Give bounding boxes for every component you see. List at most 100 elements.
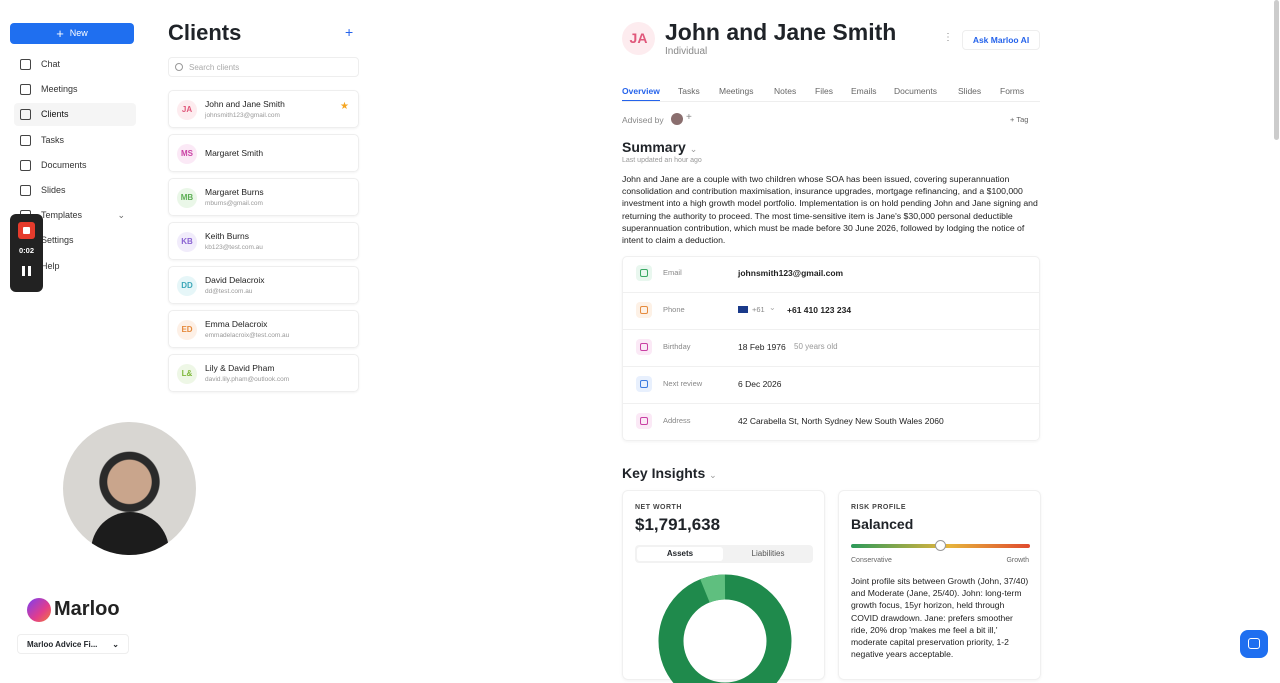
brand-logo bbox=[27, 598, 51, 622]
client-email: mburns@gmail.com bbox=[205, 200, 263, 207]
net-worth-value: $1,791,638 bbox=[635, 515, 721, 534]
tab[interactable]: Forms bbox=[1000, 86, 1025, 96]
contact-icon bbox=[636, 376, 652, 392]
tab[interactable]: Files bbox=[815, 86, 833, 96]
contact-extra: 50 years old bbox=[794, 342, 838, 351]
summary-updated: Last updated an hour ago bbox=[622, 157, 702, 164]
risk-value: Balanced bbox=[851, 516, 914, 532]
donut bbox=[658, 574, 792, 683]
tab[interactable]: Slides bbox=[958, 86, 982, 96]
summary-title: Summary ⌄ bbox=[622, 139, 698, 155]
client-name: Keith Burns bbox=[205, 231, 249, 241]
client-name: Lily & David Pham bbox=[205, 363, 275, 373]
client-name: John and Jane Smith bbox=[665, 19, 897, 45]
favorite-star: ★ bbox=[340, 101, 349, 112]
contact-row: Birthday 18 Feb 1976 50 years old bbox=[622, 330, 1040, 367]
pause-icon[interactable] bbox=[22, 266, 31, 276]
stop-icon[interactable] bbox=[18, 222, 35, 239]
contact-icon bbox=[636, 302, 652, 318]
new-button[interactable]: + New bbox=[10, 23, 134, 44]
glyph bbox=[640, 306, 648, 314]
client-type: Individual bbox=[665, 46, 708, 57]
flag bbox=[738, 306, 748, 313]
client-initials: MB bbox=[177, 188, 197, 208]
contact-row: Address 42 Carabella St, North Sydney New… bbox=[622, 404, 1040, 441]
contact-value: 18 Feb 1976 bbox=[738, 342, 786, 352]
add-adviser[interactable]: + bbox=[686, 112, 692, 123]
timer: 0:02 bbox=[18, 246, 34, 255]
more-menu[interactable]: ⋮ bbox=[943, 32, 953, 43]
scrollbar bbox=[1274, 0, 1279, 140]
glyph bbox=[640, 343, 648, 351]
tab[interactable]: Notes bbox=[774, 86, 797, 96]
glyph bbox=[640, 417, 648, 425]
adviser-avatar bbox=[671, 113, 683, 125]
client-card[interactable]: DD David Delacroix dd@test.com.au bbox=[168, 266, 359, 304]
chevron: ⌄ bbox=[769, 303, 776, 312]
contact-icon bbox=[636, 265, 652, 281]
risk-high: Growth bbox=[1006, 557, 1029, 564]
nav-item[interactable]: Slides bbox=[20, 180, 135, 200]
tab[interactable]: Emails bbox=[851, 86, 877, 96]
client-card[interactable]: MS Margaret Smith bbox=[168, 134, 359, 172]
contact-value: +61 410 123 234 bbox=[787, 305, 852, 315]
net-worth-label: NET WORTH bbox=[635, 504, 682, 511]
contact-icon bbox=[636, 413, 652, 429]
risk-card: RISK PROFILE Balanced Conservative Growt… bbox=[838, 490, 1041, 680]
client-initials: KB bbox=[177, 232, 197, 252]
tab[interactable]: Overview bbox=[622, 86, 660, 102]
client-email: kb123@test.com.au bbox=[205, 244, 263, 251]
risk-text: Joint profile sits between Growth (John,… bbox=[851, 576, 1029, 660]
heading: Key Insights bbox=[622, 465, 706, 481]
contact-row: Next review 6 Dec 2026 bbox=[622, 367, 1040, 404]
client-initials: DD bbox=[177, 276, 197, 296]
nav-item[interactable]: Tasks bbox=[20, 130, 135, 150]
clients-title: Clients bbox=[168, 20, 242, 45]
contact-card bbox=[622, 256, 1040, 441]
client-card[interactable]: JA John and Jane Smith johnsmith123@gmail.… bbox=[168, 90, 359, 128]
label: New bbox=[69, 28, 88, 38]
client-card[interactable]: ED Emma Delacroix emmadelacroix@test.com.a… bbox=[168, 310, 359, 348]
toggle-liabilities[interactable]: Liabilities bbox=[751, 549, 785, 558]
recorder: 0:02 bbox=[10, 214, 43, 292]
search-box[interactable]: Search clients bbox=[168, 57, 359, 77]
client-avatar: JA bbox=[622, 22, 655, 55]
add-client[interactable]: + bbox=[345, 24, 354, 40]
glyph bbox=[640, 269, 648, 277]
workspace-switcher[interactable]: Marloo Advice Fi... ⌄ bbox=[17, 634, 129, 654]
nav-item[interactable]: Chat bbox=[20, 54, 135, 74]
client-initials: JA bbox=[177, 100, 197, 120]
tab[interactable]: Documents bbox=[894, 86, 937, 96]
search-placeholder: Search clients bbox=[189, 63, 240, 72]
workspace: Marloo Advice Fi... bbox=[27, 640, 98, 649]
client-card[interactable]: KB Keith Burns kb123@test.com.au bbox=[168, 222, 359, 260]
chevron: ⌄ bbox=[117, 210, 125, 221]
client-name: David Delacroix bbox=[205, 275, 265, 285]
contact-label: Phone bbox=[663, 305, 685, 314]
client-card[interactable]: MB Margaret Burns mburns@gmail.com bbox=[168, 178, 359, 216]
client-email: david.lily.pham@outlook.com bbox=[205, 376, 290, 383]
risk-knob bbox=[935, 540, 946, 551]
client-card[interactable]: L& Lily & David Pham david.lily.pham@outlo… bbox=[168, 354, 359, 392]
contact-value: 6 Dec 2026 bbox=[738, 379, 782, 389]
chat-launcher[interactable] bbox=[1240, 630, 1268, 658]
client-name: John and Jane Smith bbox=[205, 99, 285, 109]
client-initials: ED bbox=[177, 320, 197, 340]
contact-label: Birthday bbox=[663, 342, 691, 351]
client-email: emmadelacroix@test.com.au bbox=[205, 332, 290, 339]
tag-button[interactable]: + Tag bbox=[1010, 115, 1029, 124]
tab[interactable]: Meetings bbox=[719, 86, 754, 96]
contact-label: Email bbox=[663, 268, 682, 277]
risk-low: Conservative bbox=[851, 557, 892, 564]
ask-ai-button[interactable]: Ask Marloo AI bbox=[962, 30, 1040, 50]
nav-item[interactable]: Documents bbox=[20, 155, 135, 175]
phone-prefix: +61 bbox=[752, 305, 765, 314]
heading: Summary bbox=[622, 139, 686, 155]
client-initials: L& bbox=[177, 364, 197, 384]
nav-item[interactable]: Meetings bbox=[20, 79, 135, 99]
toggle-assets[interactable]: Assets bbox=[637, 547, 723, 561]
tab[interactable]: Tasks bbox=[678, 86, 700, 96]
nav-item[interactable]: Clients bbox=[20, 104, 135, 124]
tag-label: Tag bbox=[1016, 115, 1029, 124]
